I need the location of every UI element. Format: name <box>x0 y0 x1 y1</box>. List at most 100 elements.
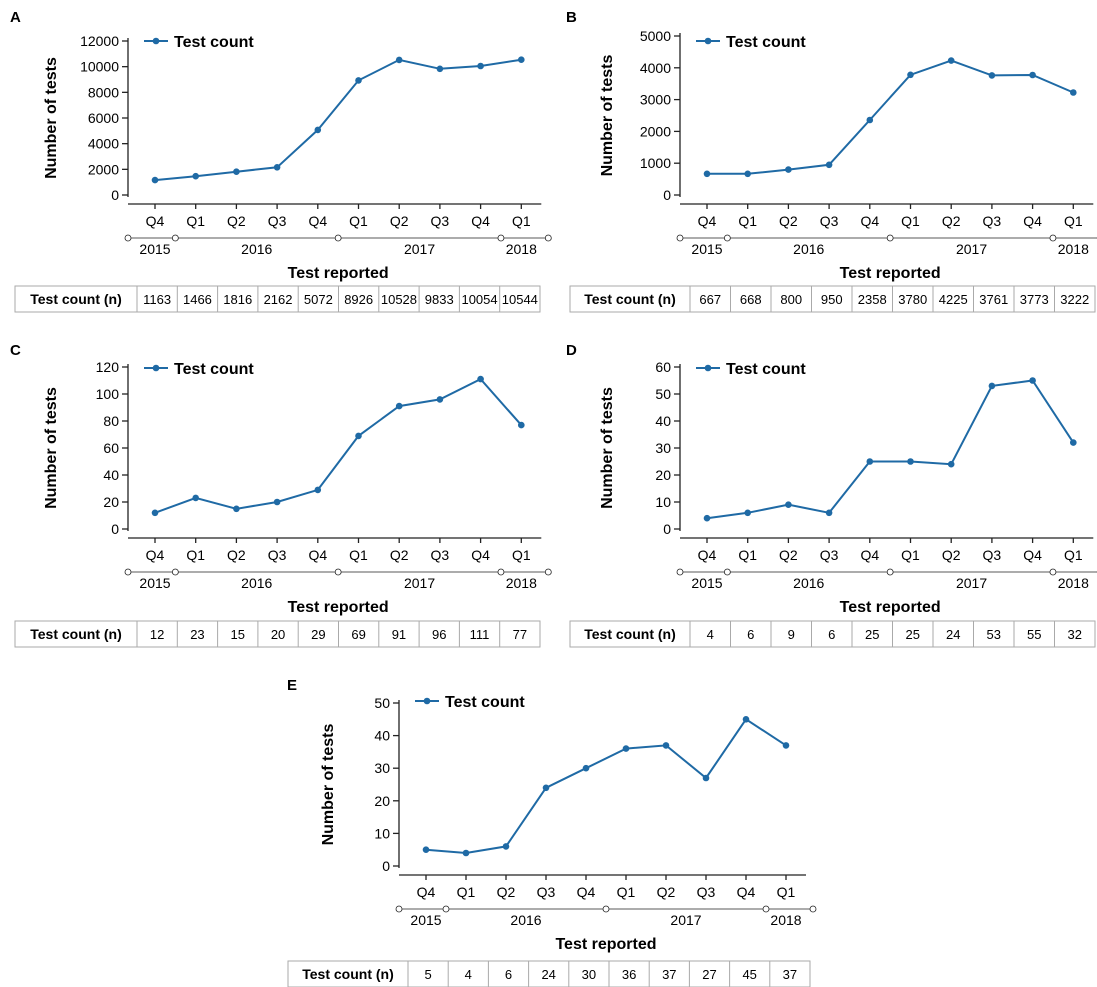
data-point <box>825 161 833 169</box>
x-tick-label: Q1 <box>901 213 920 229</box>
data-point <box>785 501 792 509</box>
y-tick-label: 30 <box>655 440 671 456</box>
table-row-label: Test count (n) <box>30 626 122 642</box>
year-label: 2018 <box>506 575 537 591</box>
panel-b: B 0 1000 2000 3000 4000 5000 Number of tests Q4 Q… <box>566 9 1097 313</box>
y-tick-label: 0 <box>382 858 390 874</box>
year-label: 2017 <box>404 575 435 591</box>
table-cell: 77 <box>513 627 527 642</box>
data-point <box>1029 377 1036 384</box>
data-point <box>742 716 750 723</box>
data-point <box>1070 89 1077 96</box>
x-tick-label: Q2 <box>227 547 246 563</box>
x-tick-label: Q4 <box>860 547 879 563</box>
legend-marker <box>152 37 160 45</box>
y-tick-label: 60 <box>103 440 119 456</box>
table-cell: 4 <box>465 967 472 982</box>
panel-letter: E <box>287 677 297 694</box>
legend-marker <box>423 697 431 705</box>
data-point <box>785 166 792 173</box>
x-tick-label: Q3 <box>431 213 450 229</box>
table-cell: 25 <box>865 627 879 642</box>
y-tick-label: 20 <box>655 467 671 483</box>
year-divider-marker <box>1049 234 1057 242</box>
table-cell: 36 <box>622 967 636 982</box>
data-point <box>477 375 484 383</box>
y-tick-label: 12000 <box>80 33 119 49</box>
x-tick-label: Q4 <box>146 213 165 229</box>
table-row-label: Test count (n) <box>302 966 394 982</box>
table-cell: 96 <box>432 627 446 642</box>
x-tick-label: Q4 <box>1023 547 1042 563</box>
panel-a: A 0 2000 4000 6000 8000 10000 12000 Number of te… <box>10 9 552 313</box>
data-point <box>703 514 711 522</box>
y-tick-label: 40 <box>655 413 671 429</box>
year-label: 2016 <box>510 912 541 928</box>
x-tick-label: Q1 <box>512 547 531 563</box>
legend-label: Test count <box>726 34 806 51</box>
legend-marker <box>704 37 712 45</box>
y-tick-label: 2000 <box>640 123 671 139</box>
table-cell: 8926 <box>344 292 373 307</box>
series-line-test-count <box>154 377 523 514</box>
x-tick-label: Q1 <box>349 213 368 229</box>
year-divider-marker <box>886 568 894 576</box>
table-cell: 4 <box>707 627 714 642</box>
y-tick-label: 0 <box>663 521 671 537</box>
x-tick-label: Q1 <box>1064 547 1083 563</box>
data-point <box>744 170 751 178</box>
table-cell: 9 <box>788 627 795 642</box>
x-axis-title: Test reported <box>840 265 941 282</box>
table-cell: 1163 <box>143 292 171 307</box>
table-cell: 3222 <box>1060 292 1089 307</box>
y-tick-label: 6000 <box>88 110 119 126</box>
year-label: 2016 <box>793 575 824 591</box>
y-axis-title: Number of tests <box>43 57 60 179</box>
year-divider-marker <box>1049 568 1057 576</box>
year-label: 2015 <box>691 575 722 591</box>
data-point <box>702 774 710 782</box>
x-tick-label: Q3 <box>537 884 556 900</box>
data-point <box>436 65 444 73</box>
year-divider-marker <box>544 568 552 576</box>
x-tick-label: Q1 <box>777 884 796 900</box>
year-divider-marker <box>171 234 179 242</box>
data-point <box>1029 71 1036 79</box>
year-divider-marker <box>334 234 342 242</box>
table-row-label: Test count (n) <box>584 626 676 642</box>
data-table <box>569 620 1096 648</box>
x-tick-label: Q1 <box>349 547 368 563</box>
table-cell: 23 <box>190 627 204 642</box>
x-tick-label: Q4 <box>737 884 756 900</box>
x-tick-label: Q3 <box>697 884 716 900</box>
table-cell: 1466 <box>183 292 212 307</box>
x-tick-label: Q3 <box>983 547 1002 563</box>
x-tick-label: Q4 <box>308 547 327 563</box>
table-cell: 10544 <box>502 292 538 307</box>
x-tick-label: Q3 <box>268 213 287 229</box>
y-tick-label: 40 <box>374 728 390 744</box>
year-divider-marker <box>442 905 450 913</box>
year-label: 2015 <box>691 241 722 257</box>
year-divider-marker <box>723 568 731 576</box>
y-axis-title: Number of tests <box>599 387 616 509</box>
y-tick-label: 4000 <box>88 136 119 152</box>
data-point <box>355 432 362 440</box>
year-divider-marker <box>723 234 731 242</box>
table-row-label: Test count (n) <box>30 291 122 307</box>
series-line-test-count <box>707 59 1074 175</box>
series-line-test-count <box>154 58 522 182</box>
x-tick-label: Q2 <box>942 547 961 563</box>
y-tick-label: 0 <box>663 187 671 203</box>
table-cell: 55 <box>1027 627 1041 642</box>
table-cell: 15 <box>231 627 245 642</box>
series-line-test-count <box>425 717 787 855</box>
table-cell: 9833 <box>425 292 454 307</box>
panel-d: D 0 10 20 30 40 50 60 Number of tests Q4 Q1 Q2 Q3 Q4 Q… <box>566 342 1097 648</box>
table-cell: 10528 <box>381 292 417 307</box>
table-row-label: Test count (n) <box>584 291 676 307</box>
y-axis-title: Number of tests <box>43 387 60 509</box>
year-label: 2016 <box>241 241 272 257</box>
data-point <box>233 168 240 175</box>
data-point <box>782 742 790 749</box>
